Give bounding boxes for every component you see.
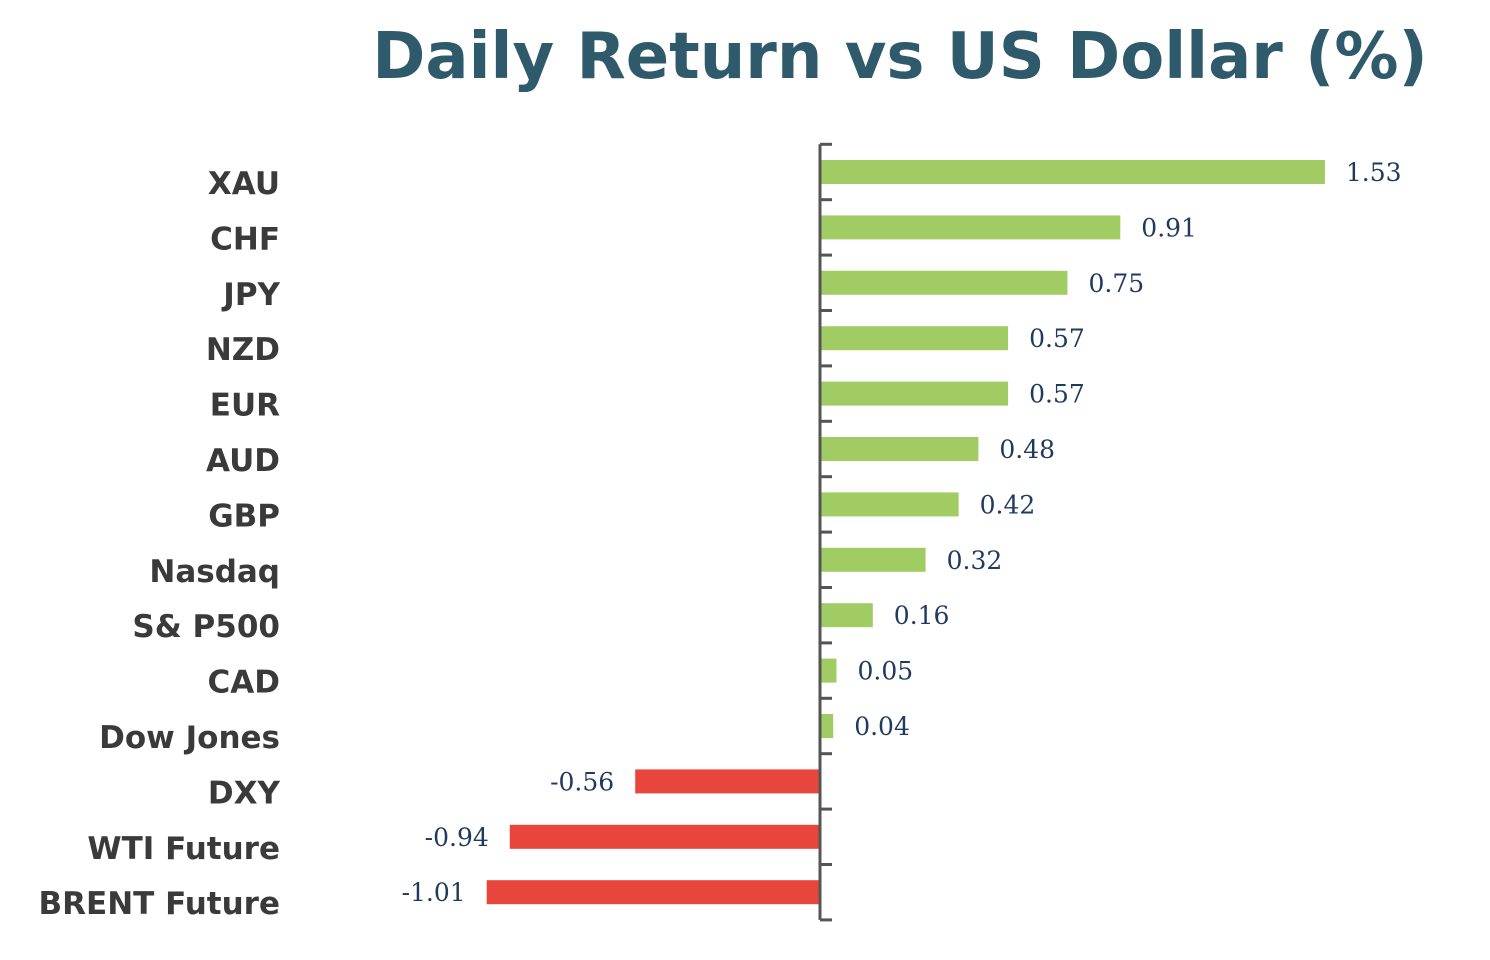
bar-3 [820, 326, 1009, 351]
bar-8 [820, 603, 873, 628]
category-label-0: XAU [208, 166, 280, 202]
category-label-2: JPY [221, 277, 280, 313]
value-label-10: 0.04 [854, 712, 910, 741]
zero-axis [818, 142, 832, 922]
bar-6 [820, 492, 959, 517]
bar-4 [820, 381, 1009, 406]
category-label-7: Nasdaq [149, 554, 280, 590]
category-label-5: AUD [206, 443, 280, 479]
value-label-2: 0.75 [1089, 269, 1145, 298]
bar-0 [820, 160, 1325, 184]
value-label-3: 0.57 [1029, 324, 1085, 353]
value-label-13: -1.01 [402, 878, 466, 907]
category-label-10: Dow Jones [99, 720, 280, 756]
category-label-1: CHF [210, 221, 280, 257]
bar-9 [820, 658, 837, 683]
category-label-13: BRENT Future [39, 886, 280, 922]
chart-title: Daily Return vs US Dollar (%) [372, 20, 1428, 94]
category-label-12: WTI Future [87, 831, 280, 867]
value-label-11: -0.56 [550, 767, 614, 796]
bar-1 [820, 215, 1121, 240]
bar-2 [820, 270, 1068, 295]
category-label-8: S& P500 [132, 609, 280, 645]
category-label-6: GBP [208, 498, 280, 534]
value-label-7: 0.32 [947, 546, 1003, 575]
bar-10 [820, 714, 834, 738]
value-label-6: 0.42 [980, 490, 1036, 519]
category-label-4: EUR [210, 388, 280, 424]
category-label-3: NZD [206, 332, 280, 368]
value-label-5: 0.48 [999, 435, 1055, 464]
value-label-12: -0.94 [425, 823, 489, 852]
value-label-1: 0.91 [1141, 213, 1197, 242]
category-label-11: DXY [208, 775, 281, 811]
value-label-4: 0.57 [1029, 380, 1085, 409]
bar-13 [486, 880, 820, 905]
category-label-9: CAD [208, 665, 280, 701]
bar-12 [509, 824, 820, 849]
value-label-0: 1.53 [1346, 158, 1402, 187]
bar-5 [820, 437, 979, 461]
bar-7 [820, 547, 926, 572]
labels-layer: XAU 1.53 CHF 0.91 JPY 0.75 NZD 0.57 EUR 0.57 AUD 0.… [39, 158, 1402, 922]
bars-layer [486, 160, 1325, 905]
value-label-9: 0.05 [858, 657, 914, 686]
bar-11 [635, 769, 820, 794]
value-label-8: 0.16 [894, 601, 950, 630]
